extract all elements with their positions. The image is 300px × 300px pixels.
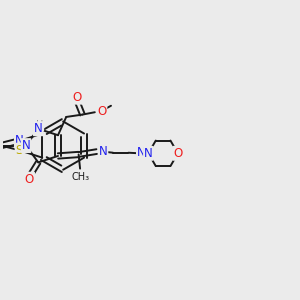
Text: N: N (34, 122, 43, 135)
Text: O: O (97, 105, 106, 118)
Text: CH₃: CH₃ (71, 172, 89, 182)
Text: N: N (22, 139, 30, 152)
Text: H: H (36, 120, 44, 130)
Text: O: O (73, 91, 82, 104)
Text: O: O (173, 147, 182, 160)
Text: N: N (99, 145, 107, 158)
Text: N: N (15, 134, 24, 148)
Text: O: O (25, 173, 34, 186)
Text: S: S (16, 144, 23, 157)
Text: N: N (137, 146, 146, 159)
Text: N: N (144, 147, 153, 160)
